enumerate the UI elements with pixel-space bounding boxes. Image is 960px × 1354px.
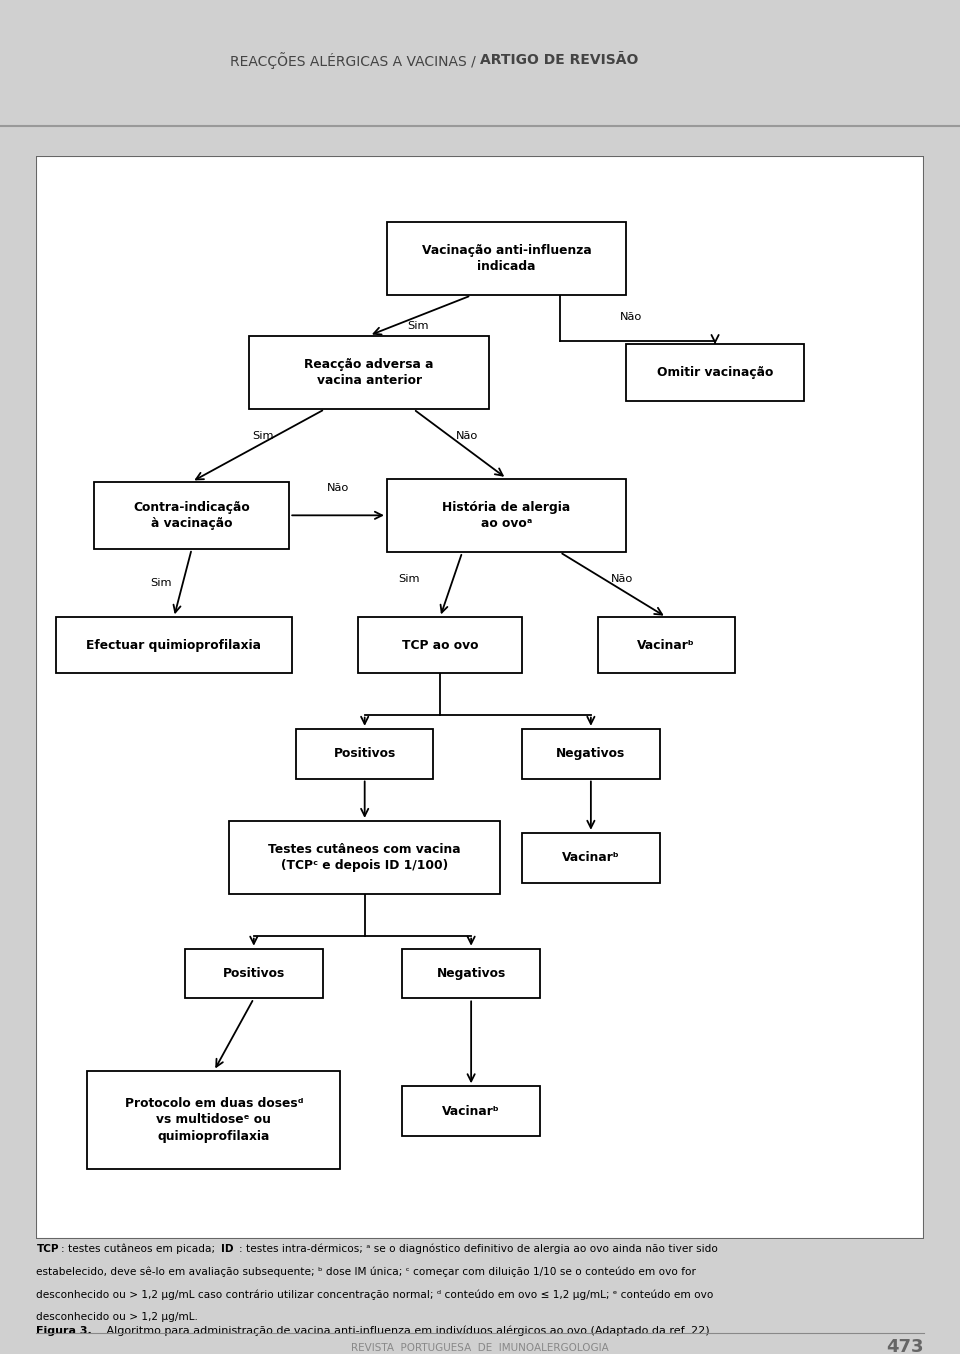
Bar [358, 617, 522, 673]
Bar [402, 1086, 540, 1136]
Bar [296, 728, 433, 779]
Text: Omitir vacinação: Omitir vacinação [657, 366, 773, 379]
Text: TCP: TCP [36, 1244, 59, 1254]
Text: : testes intra-dérmicos; ᵃ se o diagnóstico definitivo de alergia ao ovo ainda n: : testes intra-dérmicos; ᵃ se o diagnóst… [239, 1244, 718, 1254]
Bar [597, 617, 735, 673]
Bar [87, 1071, 340, 1169]
Text: estabelecido, deve sê-lo em avaliação subsequente; ᵇ dose IM única; ᶜ começar co: estabelecido, deve sê-lo em avaliação su… [36, 1266, 696, 1277]
Text: Algoritmo para administração de vacina anti-influenza em indivíduos alérgicos ao: Algoritmo para administração de vacina a… [103, 1326, 709, 1336]
Text: desconhecido ou > 1,2 μg/mL caso contrário utilizar concentração normal; ᵈ conte: desconhecido ou > 1,2 μg/mL caso contrár… [36, 1289, 714, 1300]
Text: Sim: Sim [150, 578, 172, 588]
Bar [522, 728, 660, 779]
Text: Sim: Sim [407, 321, 429, 330]
Text: Contra-indicação
à vacinação: Contra-indicação à vacinação [133, 501, 251, 529]
Text: Não: Não [455, 432, 478, 441]
Text: Sim: Sim [252, 432, 274, 441]
Text: Sim: Sim [398, 574, 420, 584]
Text: Protocolo em duas dosesᵈ
vs multidoseᵉ ou
quimioprofilaxia: Protocolo em duas dosesᵈ vs multidoseᵉ o… [125, 1097, 303, 1143]
Text: Vacinarᵇ: Vacinarᵇ [562, 852, 620, 864]
Bar [522, 833, 660, 883]
Text: Não: Não [619, 313, 642, 322]
Text: Positivos: Positivos [333, 747, 396, 760]
Text: Testes cutâneos com vacina
(TCPᶜ e depois ID 1/100): Testes cutâneos com vacina (TCPᶜ e depoi… [269, 844, 461, 872]
Text: História de alergia
ao ovoᵃ: História de alergia ao ovoᵃ [443, 501, 571, 529]
Text: TCP ao ovo: TCP ao ovo [402, 639, 478, 651]
Bar [185, 949, 323, 998]
Text: REACÇÕES ALÉRGICAS A VACINAS /: REACÇÕES ALÉRGICAS A VACINAS / [229, 51, 480, 69]
Bar [387, 222, 626, 295]
Text: ARTIGO DE REVISÃO: ARTIGO DE REVISÃO [480, 53, 638, 68]
Bar [229, 821, 500, 895]
Bar [94, 482, 289, 548]
Text: Efectuar quimioprofilaxia: Efectuar quimioprofilaxia [86, 639, 261, 651]
Bar [626, 344, 804, 401]
Text: 473: 473 [886, 1338, 924, 1354]
Bar [250, 336, 489, 409]
Text: : testes cutâneos em picada;: : testes cutâneos em picada; [61, 1244, 219, 1254]
Text: Não: Não [611, 574, 633, 584]
Text: Vacinarᵇ: Vacinarᵇ [637, 639, 695, 651]
Bar [402, 949, 540, 998]
Text: desconhecido ou > 1,2 μg/mL.: desconhecido ou > 1,2 μg/mL. [36, 1312, 199, 1322]
Text: Vacinarᵇ: Vacinarᵇ [443, 1105, 500, 1117]
Text: Positivos: Positivos [223, 967, 285, 980]
Bar [387, 478, 626, 552]
Text: REVISTA  PORTUGUESA  DE  IMUNOALERGOLOGIA: REVISTA PORTUGUESA DE IMUNOALERGOLOGIA [351, 1343, 609, 1353]
Text: Vacinação anti-influenza
indicada: Vacinação anti-influenza indicada [421, 244, 591, 274]
Text: Reacção adversa a
vacina anterior: Reacção adversa a vacina anterior [304, 357, 434, 387]
Text: ID: ID [221, 1244, 233, 1254]
Text: Figura 3.: Figura 3. [36, 1326, 92, 1336]
Text: Não: Não [327, 483, 349, 493]
Text: Negativos: Negativos [556, 747, 626, 760]
Text: Negativos: Negativos [437, 967, 506, 980]
Bar [57, 617, 292, 673]
